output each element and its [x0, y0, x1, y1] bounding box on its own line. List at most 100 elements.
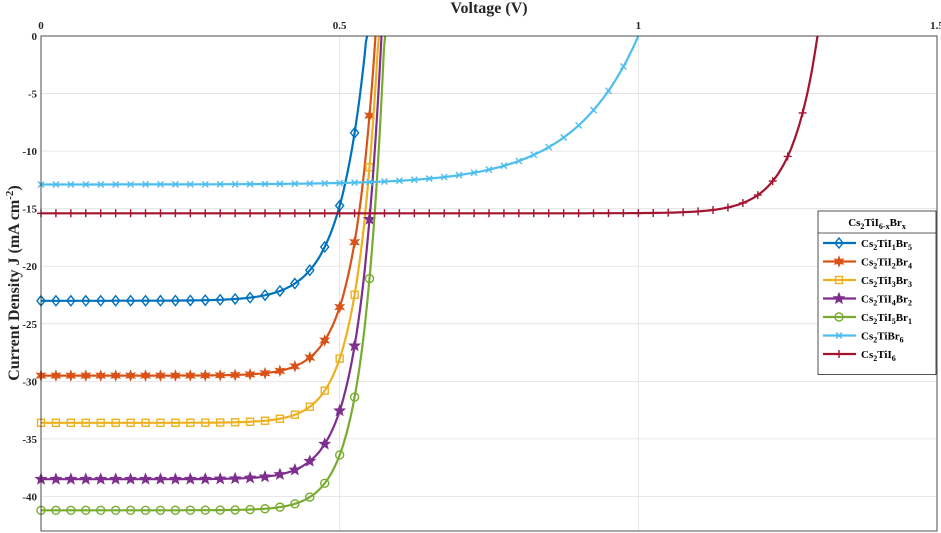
data-point: [529, 209, 538, 218]
y-tick-label: -10: [22, 146, 37, 158]
data-point: [214, 368, 226, 382]
data-point: [64, 472, 78, 485]
data-point: [275, 502, 285, 512]
data-point: [273, 467, 287, 480]
data-point: [111, 209, 120, 218]
data-point: [185, 505, 196, 515]
data-point: [156, 180, 164, 188]
series-line: [41, 35, 387, 512]
data-point: [832, 291, 846, 305]
data-point: [470, 209, 479, 218]
data-point: [305, 492, 315, 502]
y-tick-label: 0: [32, 31, 38, 43]
x-tick-label: 0: [38, 20, 44, 32]
data-point: [186, 180, 194, 188]
data-point: [260, 416, 270, 425]
data-point: [619, 63, 627, 71]
data-point: [289, 277, 300, 290]
data-point: [709, 205, 717, 214]
data-point: [275, 414, 285, 423]
data-point: [545, 143, 553, 151]
data-point: [201, 418, 210, 427]
data-point: [319, 334, 331, 347]
data-point: [276, 180, 284, 188]
data-point: [834, 275, 844, 285]
data-point: [500, 162, 508, 170]
data-point: [351, 179, 359, 187]
data-point: [485, 166, 493, 174]
data-point: [290, 410, 300, 419]
data-point: [246, 180, 254, 188]
data-point: [410, 209, 419, 218]
x-tick-label: 1.5: [930, 20, 941, 32]
data-point: [336, 179, 344, 187]
data-point: [215, 418, 225, 427]
data-point: [304, 264, 315, 277]
data-point: [52, 180, 60, 188]
data-point: [440, 209, 449, 218]
x-tick-label: 0.5: [333, 20, 347, 32]
data-point: [140, 294, 151, 307]
legend-label: Cs2TiI3Br3: [861, 275, 912, 289]
data-point: [260, 504, 270, 514]
data-point: [834, 312, 844, 322]
data-point: [245, 417, 255, 426]
data-point: [141, 418, 150, 427]
data-point: [664, 208, 673, 217]
data-point: [318, 437, 332, 450]
data-point: [395, 209, 404, 218]
data-point: [244, 367, 256, 381]
data-point: [649, 208, 658, 217]
data-point: [768, 177, 777, 186]
data-point: [349, 126, 360, 139]
data-point: [230, 418, 240, 427]
data-point: [185, 294, 196, 307]
y-tick-label: -25: [22, 319, 37, 331]
data-point: [395, 177, 403, 185]
data-point: [229, 368, 241, 382]
legend-title: Cs2TiI6-xBrx: [848, 217, 906, 231]
data-point: [198, 472, 212, 485]
data-point: [51, 294, 61, 307]
legend: Cs2TiI6-xBrx Cs2TiI1Br5 Cs2TiI2Br4 Cs2TiI3B…: [817, 210, 937, 375]
data-point: [260, 289, 270, 302]
data-point: [201, 209, 210, 218]
data-point: [320, 386, 329, 395]
data-point: [156, 418, 165, 427]
data-point: [440, 173, 448, 181]
data-point: [261, 209, 269, 218]
data-point: [110, 505, 121, 515]
data-point: [275, 284, 285, 298]
data-point: [66, 418, 76, 427]
data-point: [96, 505, 106, 515]
data-point: [275, 209, 284, 218]
series-Cs2TiI2Br4: [35, 35, 377, 382]
data-point: [544, 209, 553, 218]
y-tick-label: -40: [22, 491, 37, 503]
data-point: [274, 364, 286, 378]
y-tick-label: -15: [22, 204, 37, 216]
series-Cs2TiI4Br2: [34, 35, 383, 485]
data-point: [171, 209, 180, 218]
data-point: [51, 209, 60, 218]
data-point: [334, 450, 345, 460]
data-point: [213, 472, 227, 485]
legend-item: Cs2TiI3Br3: [823, 275, 912, 289]
data-point: [560, 134, 568, 142]
data-point: [65, 294, 76, 307]
series-line: [41, 35, 369, 302]
data-point: [111, 418, 120, 427]
data-point: [109, 472, 123, 485]
data-point: [290, 209, 299, 218]
data-point: [231, 180, 239, 188]
data-point: [303, 454, 317, 467]
data-point: [349, 235, 361, 249]
data-point: [183, 472, 197, 485]
data-point: [559, 209, 568, 218]
data-point: [215, 293, 226, 306]
data-point: [291, 180, 299, 188]
plot-background: [41, 36, 937, 531]
data-point: [127, 180, 135, 188]
legend-label: Cs2TiI4Br2: [861, 294, 912, 308]
data-point: [290, 499, 300, 509]
